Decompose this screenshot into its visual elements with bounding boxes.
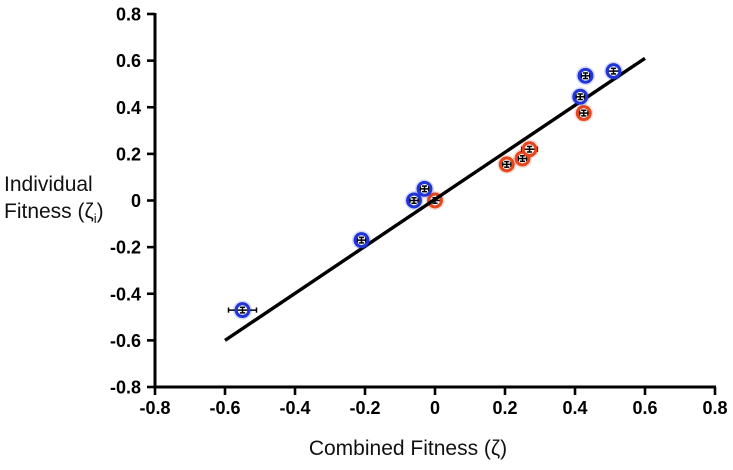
x-tick-label: -0.6 <box>209 398 240 418</box>
y-axis-title-subscript: i <box>93 211 97 227</box>
y-axis-title-line2: Fitness (ζi) <box>4 200 104 227</box>
data-point-group-blue-marker <box>605 63 622 80</box>
x-tick-label: 0 <box>430 398 440 418</box>
y-tick-label: 0.6 <box>116 51 141 71</box>
data-point-group-red-marker <box>521 141 538 158</box>
data-point-group-red-halo <box>425 191 445 211</box>
data-point-group-blue-marker <box>577 67 594 84</box>
data-point-group-blue-halo <box>404 191 424 211</box>
x-tick-label: -0.2 <box>349 398 380 418</box>
y-tick-label: 0.4 <box>116 98 141 118</box>
data-point-group-red-marker <box>575 105 592 122</box>
data-point-group-blue-marker <box>406 192 422 209</box>
data-point-group-blue-halo <box>603 61 623 81</box>
data-point-group-blue-halo <box>414 179 434 199</box>
x-tick-label: 0.4 <box>562 398 587 418</box>
data-point-group-red-marker <box>498 156 515 173</box>
data-point-group-blue-halo <box>351 230 371 250</box>
data-point-group-red-halo <box>497 154 517 174</box>
y-tick-label: 0.2 <box>116 144 141 164</box>
y-tick-label: -0.6 <box>110 331 141 351</box>
data-point-group-red-halo <box>574 103 594 123</box>
y-tick-label: 0.8 <box>116 5 141 25</box>
x-tick-label: 0.8 <box>702 398 727 418</box>
x-axis-title: Combined Fitness (ζ) <box>308 437 508 460</box>
y-tick-label: 0 <box>131 191 141 211</box>
data-point-group-blue-marker <box>234 302 251 319</box>
x-tick-label: 0.2 <box>492 398 517 418</box>
data-point-group-blue-halo <box>575 66 595 86</box>
y-tick-label: -0.8 <box>110 378 141 398</box>
y-tick-label: -0.4 <box>110 284 141 304</box>
fit-line <box>224 56 646 342</box>
x-tick-label: -0.8 <box>139 398 170 418</box>
x-tick-label: 0.6 <box>632 398 657 418</box>
y-axis-title-line1: Individual <box>4 173 93 196</box>
y-tick-label: -0.2 <box>110 238 141 258</box>
data-point-group-blue-marker <box>353 232 370 249</box>
x-tick-label: -0.4 <box>279 398 310 418</box>
data-point-group-blue-halo <box>570 87 590 107</box>
y-axis-title: Individual Fitness (ζi) <box>4 171 144 225</box>
data-point-group-blue-marker <box>416 180 433 197</box>
data-point-group-red-marker <box>427 192 443 209</box>
data-point-group-blue-marker <box>572 88 589 105</box>
